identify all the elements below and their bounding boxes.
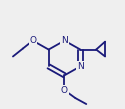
Text: N: N — [61, 36, 68, 45]
Text: O: O — [29, 36, 36, 45]
Text: N: N — [77, 62, 84, 71]
Text: O: O — [61, 86, 68, 95]
